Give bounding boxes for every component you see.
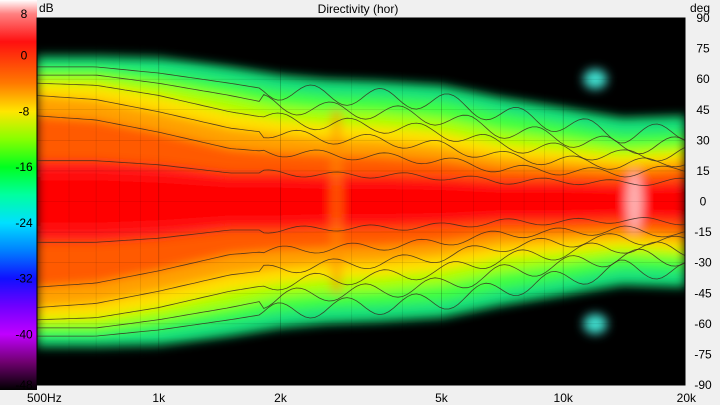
heat-band-core xyxy=(37,177,685,226)
plot-frame xyxy=(36,17,686,386)
contour-lines xyxy=(37,66,685,337)
contour-line xyxy=(37,225,685,288)
feature-mark xyxy=(583,313,608,334)
colorbar-tick-label: 0 xyxy=(21,49,28,63)
x-tick-label: 500Hz xyxy=(27,391,62,405)
contour-line xyxy=(37,217,685,243)
feature-mark xyxy=(583,69,608,90)
y-tick-label: 60 xyxy=(696,72,710,86)
colorbar-tick-label: -32 xyxy=(15,272,33,286)
x-tick-label: 2k xyxy=(274,391,288,405)
y-tick-label: -30 xyxy=(694,256,712,270)
contour-line xyxy=(37,66,685,144)
x-tick-label: 1k xyxy=(152,391,166,405)
contour-line xyxy=(37,259,685,337)
x-tick-label: 10k xyxy=(554,391,574,405)
plot-area xyxy=(37,18,685,385)
y-tick-label: 15 xyxy=(696,164,710,178)
contour-line xyxy=(37,160,685,186)
y-tick-label: -15 xyxy=(694,225,712,239)
heatmap-layer xyxy=(37,54,685,349)
y-tick-label: -45 xyxy=(694,286,712,300)
colorbar-ticks: 8 0 -8 -16 -24 -32 -40 -48 xyxy=(15,7,33,392)
contour-line xyxy=(37,248,685,329)
chart-title: Directivity (hor) xyxy=(318,2,399,16)
grid-lines xyxy=(37,18,685,385)
y-tick-label: -75 xyxy=(694,347,712,361)
y-tick-label: 30 xyxy=(696,133,710,147)
y-tick-label: -90 xyxy=(694,378,712,392)
y-tick-label: -60 xyxy=(694,317,712,331)
contour-line xyxy=(37,95,685,170)
colorbar-tick-label: -40 xyxy=(15,327,33,341)
y-axis-ticks: 90 75 60 45 30 15 0 -15 -30 -45 -60 -75 -90 xyxy=(694,11,712,392)
contour-line xyxy=(37,74,685,155)
colorbar xyxy=(0,0,37,390)
contour-line xyxy=(37,115,685,178)
x-tick-label: 5k xyxy=(435,391,449,405)
colorbar-tick-label: -24 xyxy=(15,216,33,230)
colorbar-tick-label: -8 xyxy=(19,104,30,118)
colorbar-tick-label: -48 xyxy=(15,378,33,392)
y-tick-label: 0 xyxy=(700,195,707,209)
y-axis-unit: deg xyxy=(690,1,710,15)
y-tick-label: 45 xyxy=(696,103,710,117)
colorbar-tick-label: -16 xyxy=(15,160,33,174)
contour-line xyxy=(37,233,685,308)
colorbar-tick-label: 8 xyxy=(21,7,28,21)
x-axis-ticks: 500Hz 1k 2k 5k 10k 20k xyxy=(27,391,697,405)
top-fade xyxy=(37,18,685,66)
y-tick-label: 90 xyxy=(696,11,710,25)
x-tick-label: 20k xyxy=(677,391,697,405)
y-tick-label: 75 xyxy=(696,42,710,56)
bottom-fade xyxy=(37,337,685,385)
feature-mark xyxy=(331,109,342,294)
feature-mark xyxy=(626,171,643,232)
contour-line xyxy=(37,241,685,321)
contour-line xyxy=(37,82,685,162)
colorbar-unit: dB xyxy=(39,1,54,15)
